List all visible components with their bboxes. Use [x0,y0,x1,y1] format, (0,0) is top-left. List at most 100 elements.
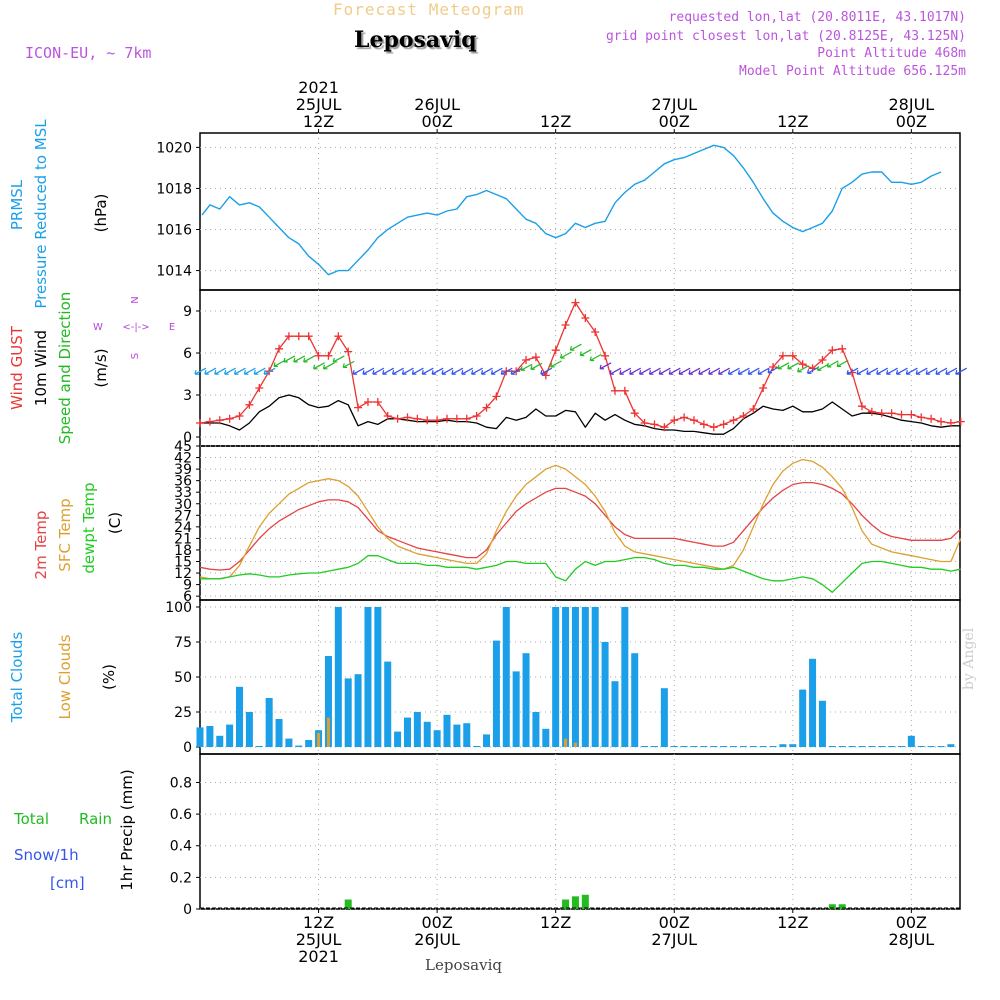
wind-direction-arrow [263,367,276,375]
bottom-time-label: 26JUL [414,930,460,949]
total-clouds-bar [888,746,896,747]
wind-gust-marker [709,423,718,432]
total-clouds-bar [641,746,649,747]
low-clouds-axis-label: Low Clouds [56,634,74,719]
total-clouds-bar [937,746,945,747]
pressure-ytick-label: 1014 [156,264,192,280]
clouds-ytick-label: 0 [183,740,192,756]
clouds-ytick-label: 100 [165,600,192,616]
wind-direction-arrow [243,367,256,375]
wind-direction-arrow [856,367,869,375]
total-clouds-bar [295,745,303,747]
footer-location: Leposaviq [425,956,502,974]
precip-ytick-label: 0.4 [170,839,192,855]
wind-gust-marker [630,409,639,418]
total-clouds-bar [216,735,224,747]
total-clouds-bar [542,728,550,747]
bottom-time-label: 2021 [298,947,339,966]
wind-gust-marker [956,417,965,426]
rain-bar [562,899,570,909]
total-clouds-bar [838,746,846,747]
wind-gust-marker [255,384,264,392]
wind-gust-marker [294,332,303,341]
top-time-label: 12Z [540,112,571,131]
wind-gust-marker [423,416,432,425]
total-clouds-bar [809,658,817,747]
wind-direction-arrow [233,367,246,375]
wind-direction-arrow [777,362,790,370]
compass-west: W [93,322,103,333]
wind-direction-arrow [559,351,572,359]
wind-gust-marker [541,371,550,380]
wind-gust-marker [798,360,807,369]
wind-gust-marker [344,347,353,356]
wind-gust-marker [719,420,728,429]
total-clouds-bar [492,640,500,747]
total-clouds-bar [334,607,342,747]
wind-gust-marker [235,412,244,420]
precip-snow-unit-label: [cm] [50,874,85,892]
total-clouds-bar [433,730,441,747]
wind-direction-arrow [312,362,325,370]
wind-direction-arrow [668,367,681,375]
total-clouds-bar [344,678,352,747]
temperature-ytick-label: 15 [174,555,192,571]
total-clouds-bar [532,712,540,747]
wind-direction-arrow [708,367,721,375]
wind-10m-axis-label: 10m Wind [32,330,50,406]
wind-10m-series-line [200,394,961,435]
wind-gust-marker [472,412,481,420]
wind-direction-arrow [757,367,770,375]
wind-gust-marker [907,410,916,419]
wind-gust-marker [620,386,629,395]
wind-direction-arrow [253,367,266,375]
wind-gust-marker [690,416,698,425]
wind-direction-arrow [431,367,444,375]
compass-north: N [130,296,141,303]
total-clouds-bar [245,712,253,747]
total-clouds-bar [789,744,797,747]
temp-sfc-series-line [199,458,962,580]
wind-gust-marker [877,409,886,418]
total-clouds-bar [206,726,214,747]
low-clouds-bar [326,717,330,747]
wind-gust-marker [275,344,284,353]
top-time-label: 00Z [896,112,927,131]
wind-direction-arrow [322,362,335,370]
pressure-axis-label-msl: Pressure Reduced to MSL [32,119,50,309]
temperature-ytick-label: 9 [183,578,192,594]
total-clouds-bar [650,746,658,747]
wind-direction-arrow [569,343,582,351]
total-clouds-bar [403,717,411,747]
total-clouds-bar [394,731,402,747]
total-clouds-bar [670,746,678,747]
wind-gust-marker [551,346,560,355]
precip-snow-label: Snow/1h [14,846,79,864]
total-clouds-bar [927,746,935,747]
wind-direction-arrow [806,366,819,374]
total-clouds-bar [799,689,807,747]
wind-gust-marker [196,419,204,427]
total-clouds-bar [759,746,767,747]
temperature-ytick-label: 6 [183,589,192,605]
precip-panel-frame [199,753,961,910]
total-clouds-bar [601,642,609,747]
total-clouds-bar [907,735,915,747]
pressure-axis-label-prmsl: PRMSL [8,179,26,230]
compass-south: S [130,353,141,359]
wind-gust-axis-label: Wind GUST [8,325,26,410]
wind-gust-marker [334,332,343,341]
total-clouds-bar [324,656,332,747]
wind-direction-arrow [273,359,286,367]
total-clouds-bar [611,681,619,747]
wind-direction-arrow [925,367,938,375]
wind-direction-arrow [589,353,602,362]
wind-direction-arrow [846,367,859,375]
total-clouds-bar [443,714,451,747]
total-clouds-bar [226,724,234,747]
pressure-ytick-label: 1020 [156,140,192,156]
top-time-label: 12Z [303,112,334,131]
top-time-label: 2021 [298,78,339,97]
wind-direction-arrow [401,367,414,375]
wind-direction-arrow [332,355,345,363]
